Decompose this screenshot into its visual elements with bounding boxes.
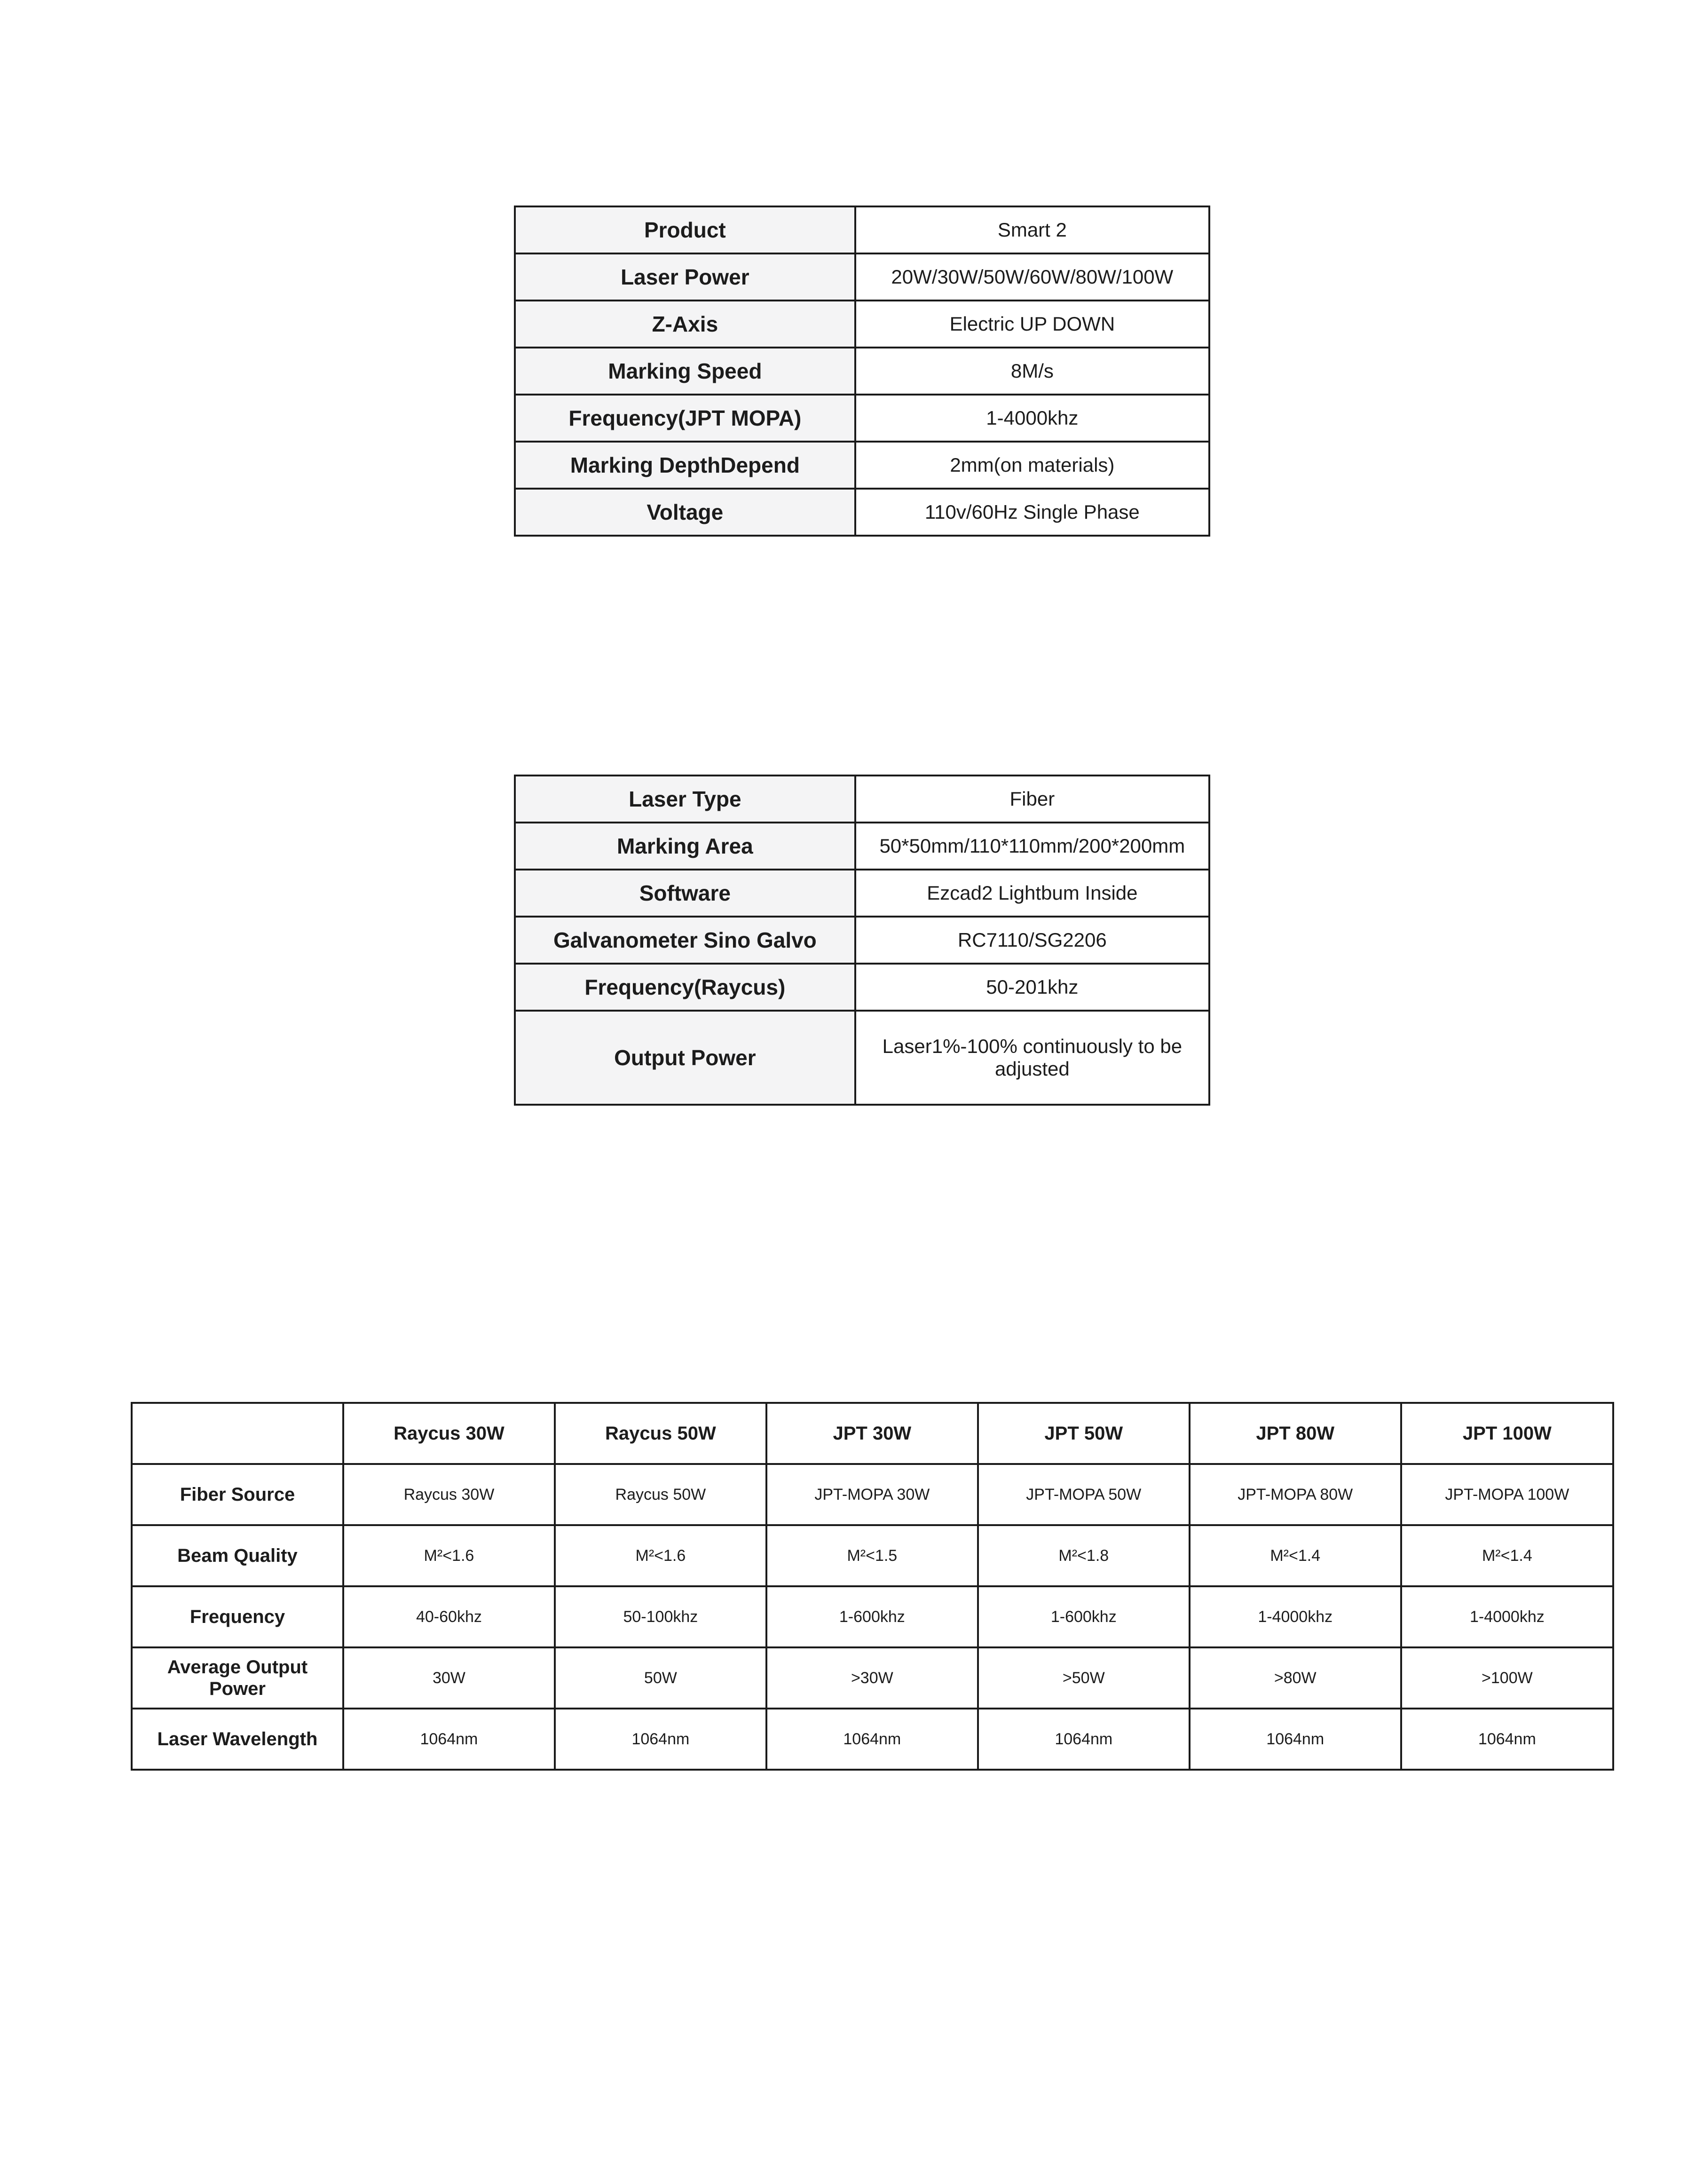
comparison-value: 1064nm xyxy=(553,1708,767,1771)
spec-label: Frequency(JPT MOPA) xyxy=(514,394,856,443)
comparison-value: >30W xyxy=(765,1646,979,1709)
spec-value: 110v/60Hz Single Phase xyxy=(854,488,1211,537)
spec-label: Z-Axis xyxy=(514,300,856,348)
spec-label: Product xyxy=(514,206,856,254)
comparison-value: 30W xyxy=(342,1646,556,1709)
spec-value: 20W/30W/50W/60W/80W/100W xyxy=(854,253,1211,301)
table-header-row: Raycus 30W Raycus 50W JPT 30W JPT 50W JP… xyxy=(131,1402,1615,1465)
comparison-value: JPT-MOPA 100W xyxy=(1400,1463,1615,1526)
spec-label: Laser Power xyxy=(514,253,856,301)
spec-value: Fiber xyxy=(854,775,1211,823)
product-spec-table: Product Smart 2 Laser Power 20W/30W/50W/… xyxy=(514,206,1211,537)
comparison-value: 1-600khz xyxy=(977,1585,1191,1648)
table-row: Galvanometer Sino Galvo RC7110/SG2206 xyxy=(514,916,1211,965)
comparison-value: 1064nm xyxy=(342,1708,556,1771)
table-row: Product Smart 2 xyxy=(514,206,1211,254)
spec-value: 50-201khz xyxy=(854,963,1211,1012)
row-label: Laser Wavelength xyxy=(131,1708,344,1771)
table-row: Software Ezcad2 Lightbum Inside xyxy=(514,869,1211,918)
column-header: JPT 30W xyxy=(765,1402,979,1465)
table-row: Average Output Power 30W 50W >30W >50W >… xyxy=(131,1646,1615,1709)
spec-value: 8M/s xyxy=(854,347,1211,396)
table-row: Z-Axis Electric UP DOWN xyxy=(514,300,1211,348)
spec-label: Marking DepthDepend xyxy=(514,441,856,490)
comparison-value: JPT-MOPA 30W xyxy=(765,1463,979,1526)
comparison-value: JPT-MOPA 50W xyxy=(977,1463,1191,1526)
row-label: Beam Quality xyxy=(131,1524,344,1587)
spec-value: Electric UP DOWN xyxy=(854,300,1211,348)
comparison-value: M²<1.4 xyxy=(1400,1524,1615,1587)
spec-label: Laser Type xyxy=(514,775,856,823)
spec-label: Voltage xyxy=(514,488,856,537)
comparison-value: 1064nm xyxy=(1188,1708,1402,1771)
table-row: Voltage 110v/60Hz Single Phase xyxy=(514,488,1211,537)
table-row: Laser Wavelength 1064nm 1064nm 1064nm 10… xyxy=(131,1708,1615,1771)
comparison-value: JPT-MOPA 80W xyxy=(1188,1463,1402,1526)
spec-label: Marking Area xyxy=(514,822,856,870)
comparison-value: 1064nm xyxy=(977,1708,1191,1771)
comparison-value: 1064nm xyxy=(765,1708,979,1771)
comparison-value: Raycus 30W xyxy=(342,1463,556,1526)
spec-label: Galvanometer Sino Galvo xyxy=(514,916,856,965)
spec-value: RC7110/SG2206 xyxy=(854,916,1211,965)
comparison-value: M²<1.4 xyxy=(1188,1524,1402,1587)
spec-value: 2mm(on materials) xyxy=(854,441,1211,490)
table-row: Marking Speed 8M/s xyxy=(514,347,1211,396)
table-row: Marking DepthDepend 2mm(on materials) xyxy=(514,441,1211,490)
table-row: Beam Quality M²<1.6 M²<1.6 M²<1.5 M²<1.8… xyxy=(131,1524,1615,1587)
comparison-value: 50W xyxy=(553,1646,767,1709)
table-row: Output Power Laser1%-100% continuously t… xyxy=(514,1010,1211,1106)
comparison-value: >100W xyxy=(1400,1646,1615,1709)
spec-label: Marking Speed xyxy=(514,347,856,396)
spec-value: Smart 2 xyxy=(854,206,1211,254)
model-comparison-table: Raycus 30W Raycus 50W JPT 30W JPT 50W JP… xyxy=(131,1402,1615,1771)
column-header: JPT 80W xyxy=(1188,1402,1402,1465)
comparison-value: >50W xyxy=(977,1646,1191,1709)
comparison-value: M²<1.6 xyxy=(342,1524,556,1587)
comparison-value: M²<1.8 xyxy=(977,1524,1191,1587)
comparison-value: 1-4000khz xyxy=(1188,1585,1402,1648)
table-row: Marking Area 50*50mm/110*110mm/200*200mm xyxy=(514,822,1211,870)
table-row: Frequency(Raycus) 50-201khz xyxy=(514,963,1211,1012)
comparison-value: 1-4000khz xyxy=(1400,1585,1615,1648)
comparison-value: M²<1.5 xyxy=(765,1524,979,1587)
column-header: Raycus 30W xyxy=(342,1402,556,1465)
table-row: Laser Type Fiber xyxy=(514,775,1211,823)
table-row: Fiber Source Raycus 30W Raycus 50W JPT-M… xyxy=(131,1463,1615,1526)
column-header: JPT 100W xyxy=(1400,1402,1615,1465)
spec-value: 1-4000khz xyxy=(854,394,1211,443)
comparison-value: 50-100khz xyxy=(553,1585,767,1648)
spec-value: Ezcad2 Lightbum Inside xyxy=(854,869,1211,918)
spec-label: Software xyxy=(514,869,856,918)
laser-spec-table: Laser Type Fiber Marking Area 50*50mm/11… xyxy=(514,775,1211,1106)
comparison-value: 40-60khz xyxy=(342,1585,556,1648)
corner-cell xyxy=(131,1402,344,1465)
table-row: Laser Power 20W/30W/50W/60W/80W/100W xyxy=(514,253,1211,301)
column-header: JPT 50W xyxy=(977,1402,1191,1465)
row-label: Frequency xyxy=(131,1585,344,1648)
spec-value: Laser1%-100% continuously to be adjusted xyxy=(854,1010,1211,1106)
comparison-value: >80W xyxy=(1188,1646,1402,1709)
spec-label: Output Power xyxy=(514,1010,856,1106)
column-header: Raycus 50W xyxy=(553,1402,767,1465)
spec-value: 50*50mm/110*110mm/200*200mm xyxy=(854,822,1211,870)
row-label: Average Output Power xyxy=(131,1646,344,1709)
table-row: Frequency(JPT MOPA) 1-4000khz xyxy=(514,394,1211,443)
comparison-value: M²<1.6 xyxy=(553,1524,767,1587)
comparison-value: Raycus 50W xyxy=(553,1463,767,1526)
table-row: Frequency 40-60khz 50-100khz 1-600khz 1-… xyxy=(131,1585,1615,1648)
comparison-value: 1-600khz xyxy=(765,1585,979,1648)
row-label: Fiber Source xyxy=(131,1463,344,1526)
spec-label: Frequency(Raycus) xyxy=(514,963,856,1012)
comparison-value: 1064nm xyxy=(1400,1708,1615,1771)
